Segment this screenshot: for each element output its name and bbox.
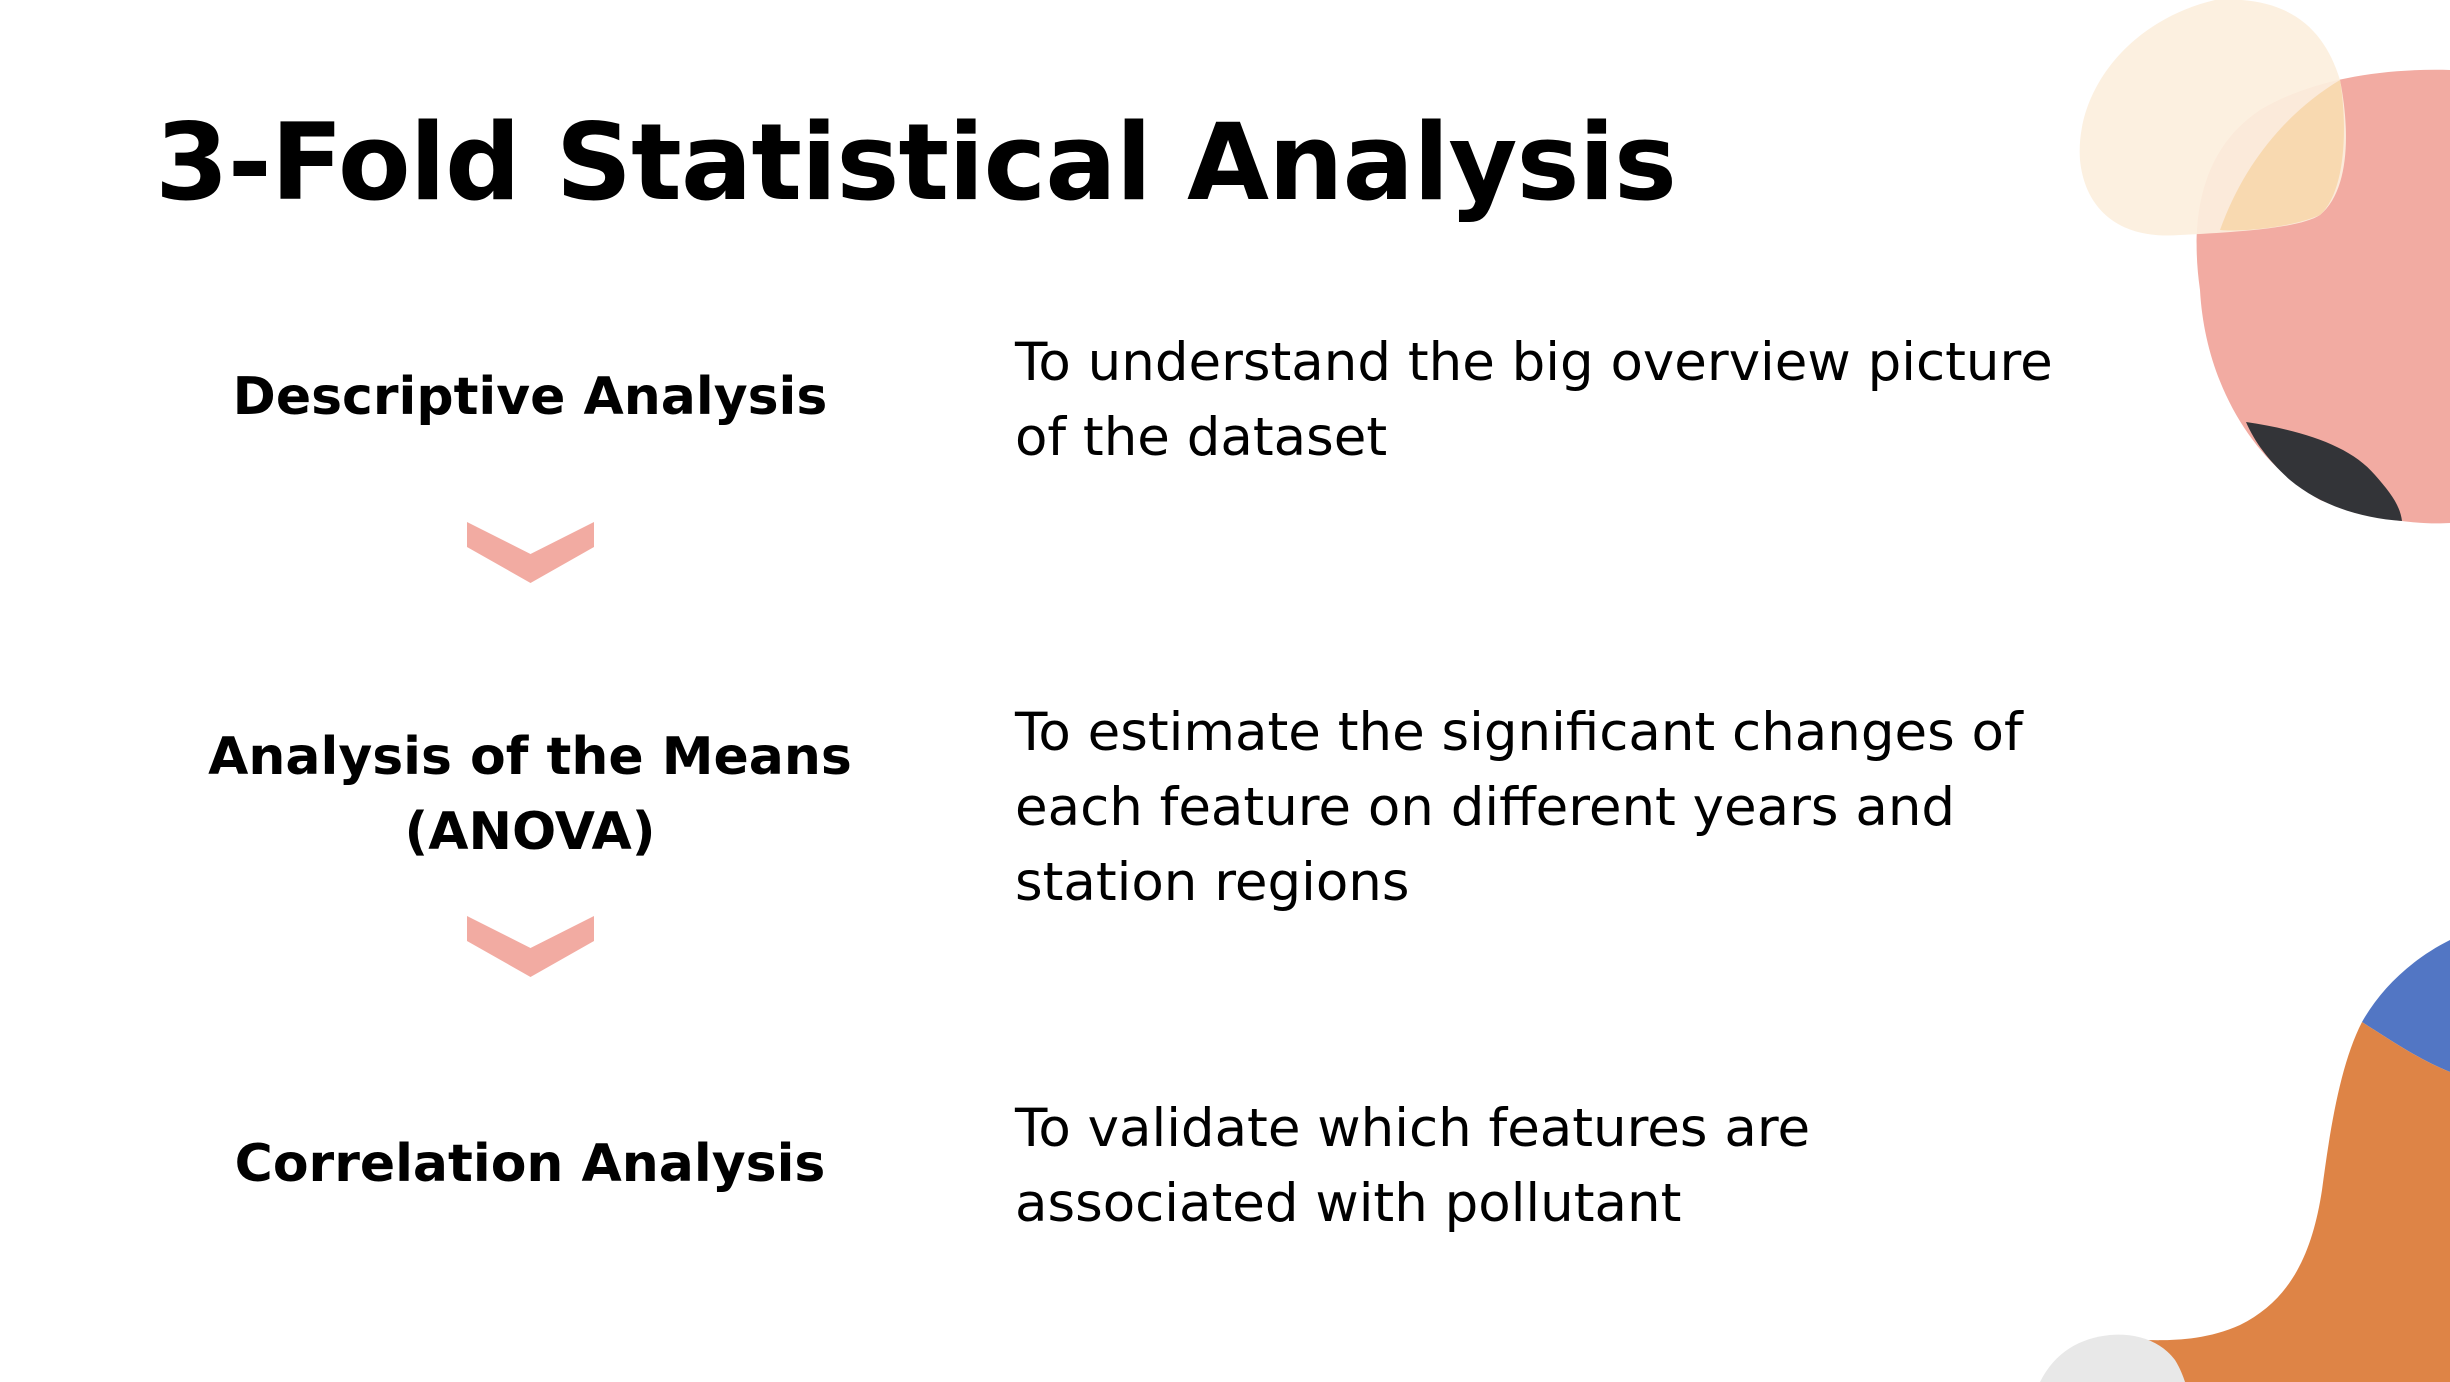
gray-blob-shape	[2040, 1334, 2185, 1382]
chevron-down-icon	[467, 522, 594, 583]
blue-blob-shape	[2362, 940, 2450, 1072]
dark-blob-shape	[2246, 422, 2402, 521]
cream-blob-shape	[2079, 0, 2346, 236]
pink-blob-shape	[2196, 69, 2450, 524]
orange-blob-shape	[2140, 1022, 2450, 1382]
chevron-down-icon	[467, 916, 594, 977]
step-label-correlation: Correlation Analysis	[234, 1134, 826, 1194]
step-description-correlation: To validate which features are associate…	[1015, 1098, 1811, 1234]
step-label-anova: Analysis of the Means (ANOVA)	[208, 727, 852, 862]
step-description-anova: To estimate the significant changes of e…	[1015, 702, 2023, 913]
peach-overlap-shape	[2220, 80, 2344, 231]
step-description-descriptive: To understand the big overview picture o…	[1015, 332, 2053, 468]
page-title: 3-Fold Statistical Analysis	[155, 101, 1677, 224]
step-label-descriptive: Descriptive Analysis	[232, 367, 828, 427]
